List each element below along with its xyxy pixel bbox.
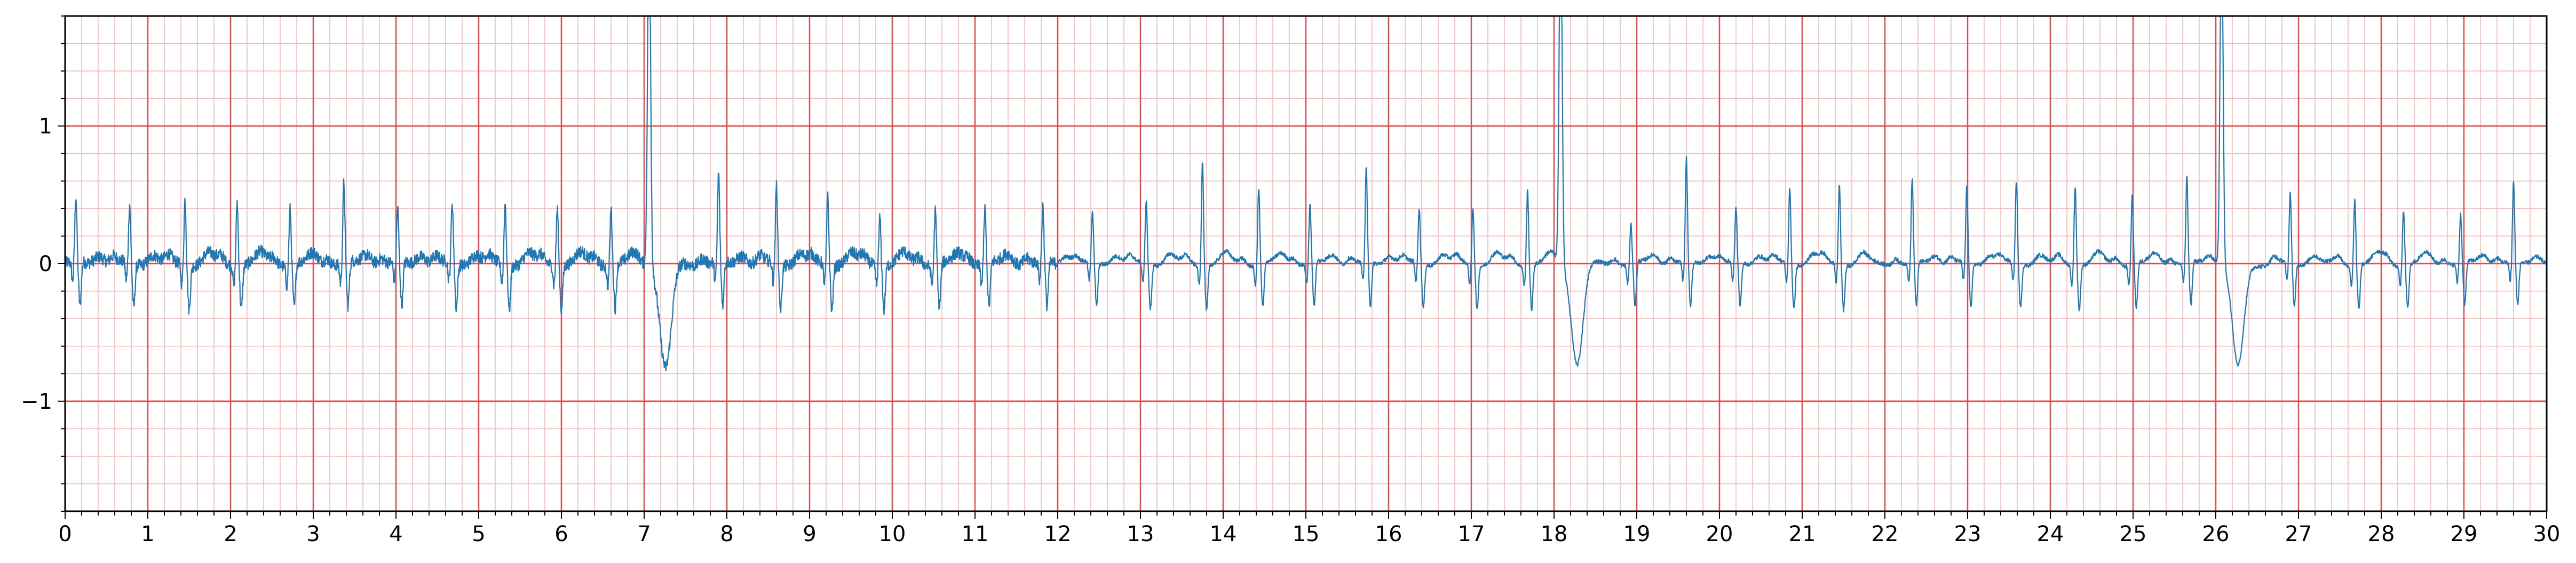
- x-tick-label: 25: [2120, 522, 2147, 546]
- x-axis: 0 1 2 3 4 5 6 7 8 9 10 11 12 13 14 15 16 17 18 19 20 21 22 23 24…: [58, 511, 2560, 546]
- x-tick-label: 3: [306, 522, 320, 546]
- x-tick-label: 29: [2451, 522, 2478, 546]
- x-tick-label: 15: [1293, 522, 1320, 546]
- y-tick-label: −1: [21, 390, 52, 414]
- x-tick-label: 23: [1954, 522, 1981, 546]
- x-tick-label: 20: [1706, 522, 1733, 546]
- series-layer: [64, 15, 2548, 371]
- x-tick-label: 22: [1872, 522, 1899, 546]
- y-axis: −1 0 1: [21, 15, 65, 512]
- x-tick-label: 14: [1210, 522, 1237, 546]
- x-tick-label: 11: [962, 522, 989, 546]
- x-tick-label: 7: [637, 522, 651, 546]
- x-tick-label: 21: [1789, 522, 1816, 546]
- y-tick-label: 1: [39, 114, 52, 139]
- ecg-trace-line: [64, 15, 2548, 371]
- x-tick-label: 13: [1127, 522, 1154, 546]
- x-tick-label: 18: [1541, 522, 1568, 546]
- x-tick-label: 26: [2202, 522, 2230, 546]
- x-tick-label: 12: [1044, 522, 1072, 546]
- x-tick-label: 28: [2368, 522, 2395, 546]
- x-tick-label: 16: [1375, 522, 1402, 546]
- x-tick-label: 6: [554, 522, 568, 546]
- x-tick-label: 5: [472, 522, 485, 546]
- y-tick-label: 0: [39, 252, 52, 276]
- x-tick-label: 30: [2533, 522, 2561, 546]
- x-tick-label: 4: [389, 522, 402, 546]
- x-tick-label: 24: [2037, 522, 2064, 546]
- x-tick-label: 0: [58, 522, 72, 546]
- x-tick-label: 8: [720, 522, 733, 546]
- x-tick-label: 9: [803, 522, 816, 546]
- x-tick-label: 19: [1623, 522, 1651, 546]
- x-tick-label: 2: [224, 522, 237, 546]
- x-tick-label: 1: [141, 522, 154, 546]
- x-tick-label: 17: [1458, 522, 1485, 546]
- x-tick-label: 10: [879, 522, 906, 546]
- x-tick-label: 27: [2285, 522, 2312, 546]
